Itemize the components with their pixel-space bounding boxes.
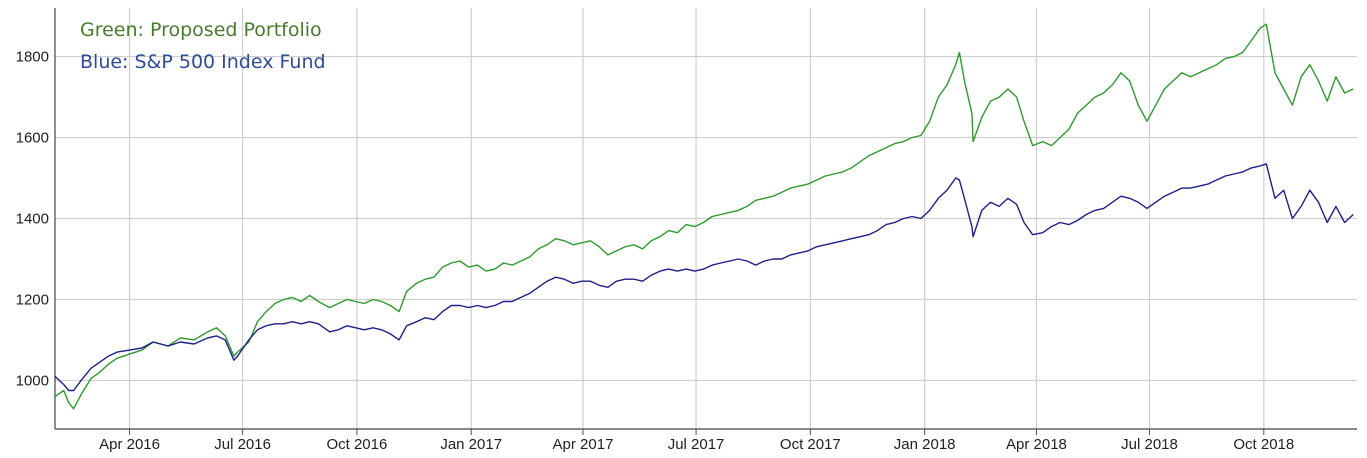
y-tick-1800: 1800 [16, 49, 49, 66]
sp500-index-fund-line [54, 163, 1354, 392]
y-tick-labels: 1000 1200 1400 1600 1800 [16, 49, 49, 390]
x-tick-jan-2017: Jan 2017 [440, 436, 502, 453]
legend-entry-sp500-index-fund: Blue: S&P 500 Index Fund [80, 51, 326, 73]
legend: Green: Proposed Portfolio Blue: S&P 500 … [80, 19, 326, 73]
series-lines [54, 23, 1354, 410]
axes [54, 8, 1357, 435]
x-tick-labels: Apr 2016 Jul 2016 Oct 2016 Jan 2017 Apr 2017… [99, 436, 1294, 453]
proposed-portfolio-line [54, 23, 1354, 410]
x-tick-apr-2017: Apr 2017 [553, 436, 614, 453]
y-tick-1400: 1400 [16, 211, 49, 228]
x-tick-oct-2017: Oct 2017 [780, 436, 841, 453]
y-tick-1600: 1600 [16, 130, 49, 147]
x-tick-jul-2018: Jul 2018 [1121, 436, 1178, 453]
x-tick-apr-2016: Apr 2016 [99, 436, 160, 453]
y-tick-1000: 1000 [16, 372, 49, 389]
x-tick-apr-2018: Apr 2018 [1006, 436, 1067, 453]
x-tick-oct-2016: Oct 2016 [326, 436, 387, 453]
gridlines [55, 8, 1357, 429]
y-tick-1200: 1200 [16, 291, 49, 308]
legend-entry-proposed-portfolio: Green: Proposed Portfolio [80, 19, 322, 41]
x-tick-jul-2017: Jul 2017 [668, 436, 725, 453]
x-tick-oct-2018: Oct 2018 [1233, 436, 1294, 453]
x-tick-jul-2016: Jul 2016 [214, 436, 271, 453]
x-tick-jan-2018: Jan 2018 [894, 436, 956, 453]
